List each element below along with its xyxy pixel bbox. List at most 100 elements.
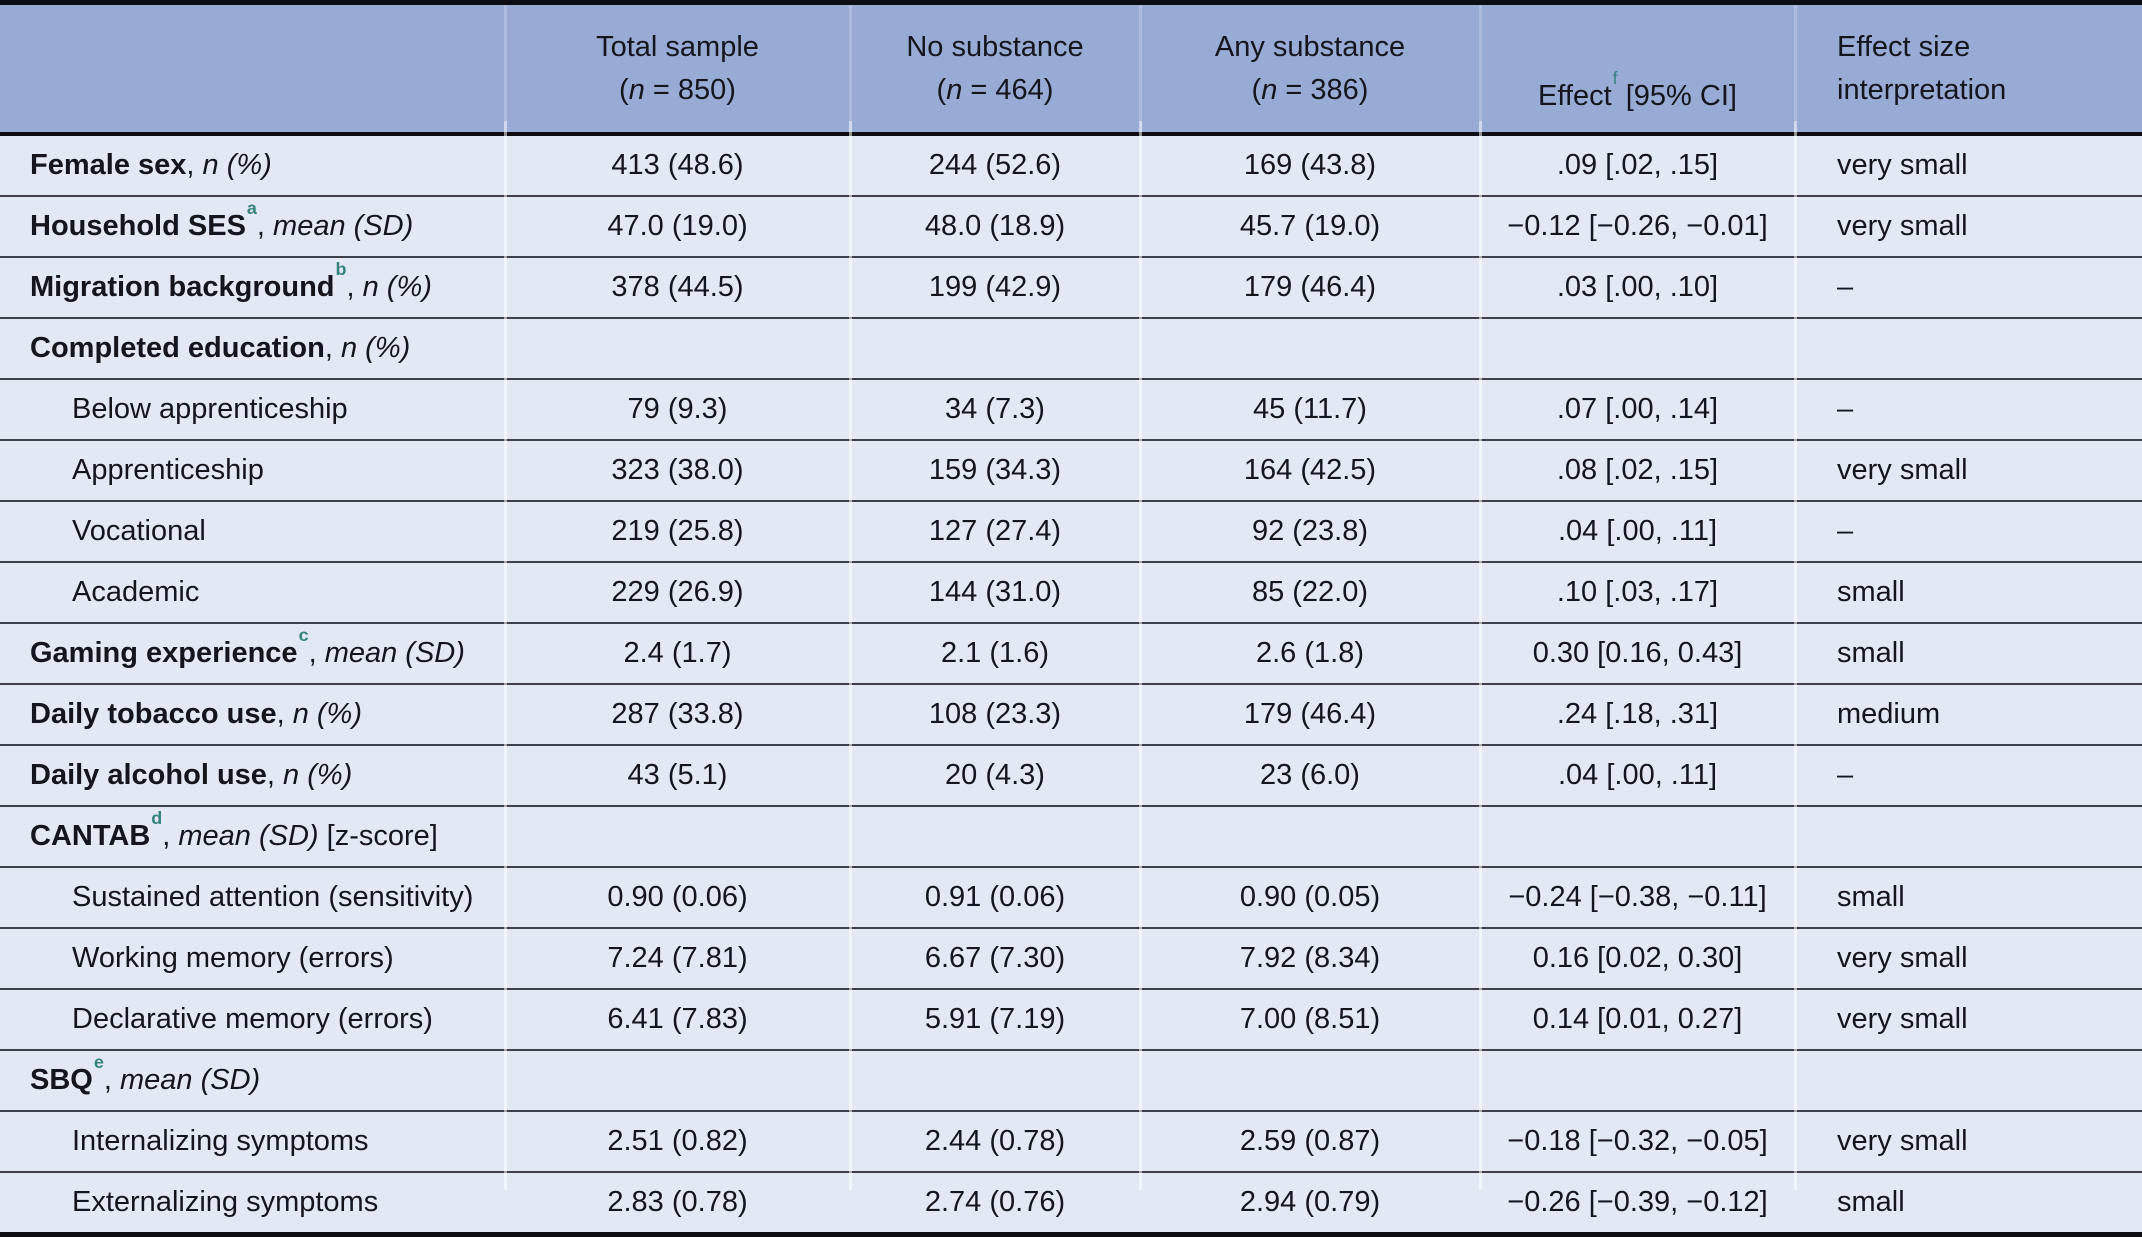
interpretation-cell (1795, 1049, 2142, 1111)
total-sample-cell: 229 (26.9) (505, 561, 850, 623)
no-substance-cell: 127 (27.4) (850, 500, 1140, 562)
interpretation-cell: very small (1795, 195, 2142, 257)
no-substance-cell: 244 (52.6) (850, 133, 1140, 196)
row-label: Working memory (errors) (0, 927, 505, 989)
no-substance-cell: 0.91 (0.06) (850, 866, 1140, 928)
column-n: (n = 386) (1251, 73, 1369, 106)
total-sample-cell: 43 (5.1) (505, 744, 850, 806)
no-substance-cell: 199 (42.9) (850, 256, 1140, 318)
interpretation-cell: very small (1795, 133, 2142, 196)
row-label-text: SBQ (30, 1064, 93, 1096)
table-row: Declarative memory (errors) 6.41 (7.83) 5.… (0, 988, 2142, 1050)
footnote-marker-c: c (298, 625, 309, 646)
effect-cell: .04 [.00, .11] (1480, 744, 1795, 806)
table-row: Working memory (errors) 7.24 (7.81) 6.67 (… (0, 927, 2142, 989)
total-sample-cell: 47.0 (19.0) (505, 195, 850, 257)
no-substance-cell: 2.44 (0.78) (850, 1110, 1140, 1172)
row-label-text: Daily alcohol use (30, 759, 267, 791)
any-substance-cell: 2.6 (1.8) (1140, 622, 1480, 684)
column-header-empty (0, 2, 505, 136)
any-substance-cell: 85 (22.0) (1140, 561, 1480, 623)
row-label: Daily alcohol use, n (%) (0, 744, 505, 806)
effect-cell: 0.30 [0.16, 0.43] (1480, 622, 1795, 684)
footnote-marker-a: a (246, 198, 257, 219)
table-row: Vocational 219 (25.8) 127 (27.4) 92 (23.8).… (0, 500, 2142, 562)
row-label-text: Completed education (30, 332, 325, 364)
row-label-text: Daily tobacco use (30, 698, 277, 730)
effect-cell (1480, 1049, 1795, 1111)
row-label-text: Below apprenticeship (72, 393, 348, 425)
table-row: Migration backgroundb, n (%) 378 (44.5) 19… (0, 256, 2142, 318)
effect-cell: .08 [.02, .15] (1480, 439, 1795, 501)
interpretation-cell: small (1795, 561, 2142, 623)
any-substance-cell: 179 (46.4) (1140, 683, 1480, 745)
row-label-text: Vocational (72, 515, 206, 547)
interpretation-cell: – (1795, 256, 2142, 318)
footnote-marker-d: d (151, 808, 163, 829)
any-substance-cell: 7.00 (8.51) (1140, 988, 1480, 1050)
column-title: Total sample (596, 31, 759, 64)
row-label: Migration backgroundb, n (%) (0, 256, 505, 318)
effect-cell: 0.14 [0.01, 0.27] (1480, 988, 1795, 1050)
interpretation-cell: – (1795, 378, 2142, 440)
row-label-text: Academic (72, 576, 200, 608)
column-title: Any substance (1214, 31, 1406, 64)
table-row: CANTABd, mean (SD) [z-score] (0, 805, 2142, 867)
row-label: Vocational (0, 500, 505, 562)
row-label: Academic (0, 561, 505, 623)
column-header-no-substance: No substance (n = 464) (850, 2, 1140, 136)
effect-cell: .24 [.18, .31] (1480, 683, 1795, 745)
effect-cell: .04 [.00, .11] (1480, 500, 1795, 562)
any-substance-cell: 169 (43.8) (1140, 133, 1480, 196)
any-substance-cell (1140, 805, 1480, 867)
row-unit: mean (SD) (178, 820, 319, 852)
table-row: Externalizing symptoms 2.83 (0.78) 2.74 (0… (0, 1171, 2142, 1235)
any-substance-cell: 2.59 (0.87) (1140, 1110, 1480, 1172)
row-label: SBQe, mean (SD) (0, 1049, 505, 1111)
row-label-text: Declarative memory (errors) (72, 1003, 433, 1035)
any-substance-cell: 45.7 (19.0) (1140, 195, 1480, 257)
no-substance-cell: 20 (4.3) (850, 744, 1140, 806)
total-sample-cell (505, 317, 850, 379)
row-label: Gaming experiencec, mean (SD) (0, 622, 505, 684)
column-title-line2: interpretation (1837, 73, 2007, 106)
any-substance-cell (1140, 1049, 1480, 1111)
any-substance-cell: 7.92 (8.34) (1140, 927, 1480, 989)
interpretation-cell: – (1795, 744, 2142, 806)
no-substance-cell: 34 (7.3) (850, 378, 1140, 440)
interpretation-cell: small (1795, 622, 2142, 684)
no-substance-cell: 5.91 (7.19) (850, 988, 1140, 1050)
table-header: Total sample (n = 850) No substance (n =… (0, 2, 2142, 136)
row-unit: mean (SD) (273, 210, 414, 242)
no-substance-cell (850, 1049, 1140, 1111)
interpretation-cell: very small (1795, 439, 2142, 501)
interpretation-cell: small (1795, 1171, 2142, 1235)
table-row: SBQe, mean (SD) (0, 1049, 2142, 1111)
total-sample-cell: 2.4 (1.7) (505, 622, 850, 684)
total-sample-cell: 2.83 (0.78) (505, 1171, 850, 1235)
any-substance-cell: 23 (6.0) (1140, 744, 1480, 806)
no-substance-cell (850, 317, 1140, 379)
table-row: Completed education, n (%) (0, 317, 2142, 379)
any-substance-cell: 45 (11.7) (1140, 378, 1480, 440)
total-sample-cell: 378 (44.5) (505, 256, 850, 318)
table-row: Daily alcohol use, n (%) 43 (5.1) 20 (4.3)… (0, 744, 2142, 806)
total-sample-cell (505, 805, 850, 867)
interpretation-cell: very small (1795, 1110, 2142, 1172)
row-label-text: Female sex (30, 149, 187, 181)
row-unit: n (%) (362, 271, 432, 303)
interpretation-cell: very small (1795, 927, 2142, 989)
table-row: Gaming experiencec, mean (SD) 2.4 (1.7) 2.… (0, 622, 2142, 684)
column-header-effect: Effectf [95% CI] (1480, 2, 1795, 136)
effect-cell: .07 [.00, .14] (1480, 378, 1795, 440)
effect-cell: .03 [.00, .10] (1480, 256, 1795, 318)
no-substance-cell: 6.67 (7.30) (850, 927, 1140, 989)
row-label-text: Working memory (errors) (72, 942, 394, 974)
row-label: Household SESa, mean (SD) (0, 195, 505, 257)
no-substance-cell: 108 (23.3) (850, 683, 1140, 745)
column-title-line1: Effect size (1837, 31, 1971, 64)
table-header-row: Total sample (n = 850) No substance (n =… (0, 2, 2142, 136)
any-substance-cell: 2.94 (0.79) (1140, 1171, 1480, 1235)
total-sample-cell: 2.51 (0.82) (505, 1110, 850, 1172)
